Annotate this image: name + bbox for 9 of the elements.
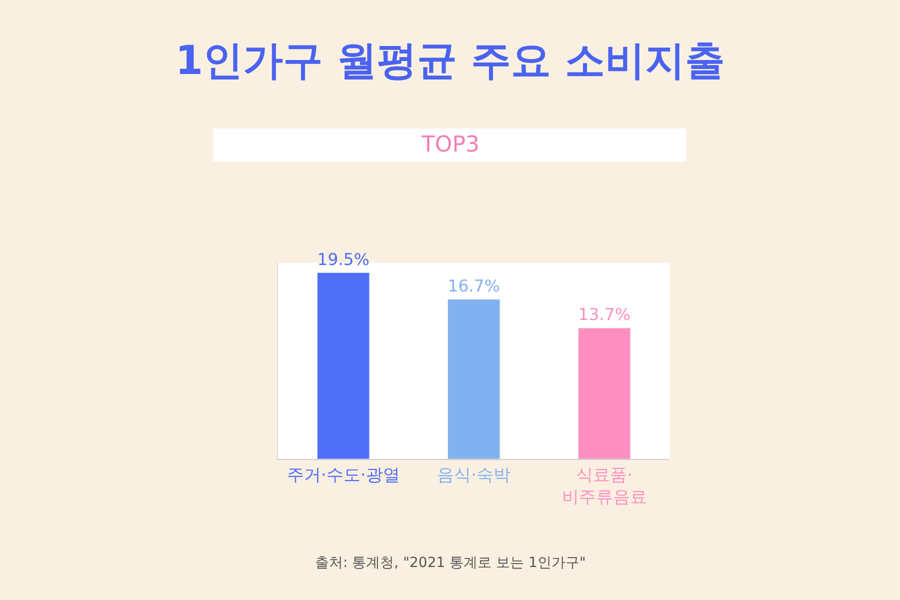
x-tick-label: 식료품· 비주류음료 xyxy=(562,465,647,508)
data-label: 16.7% xyxy=(448,276,500,296)
source-note: 출처: 통계청, "2021 통계로 보는 1인가구" xyxy=(315,555,586,571)
chart-title: 1인가구 월평균 주요 소비지출 xyxy=(175,38,725,84)
x-tick-label: 주거·수도·광열 xyxy=(286,465,400,486)
x-tick-label: 음식·숙박 xyxy=(437,465,511,486)
data-label: 19.5% xyxy=(317,250,370,269)
data-label: 13.7% xyxy=(578,305,630,324)
chart-subtitle: TOP3 xyxy=(420,132,480,158)
